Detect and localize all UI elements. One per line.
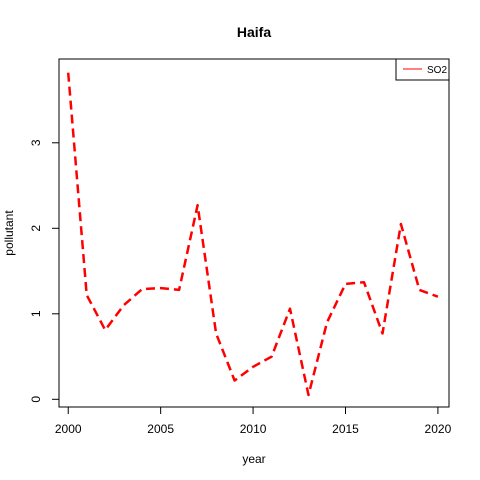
x-tick-label: 2015 (332, 422, 359, 436)
x-tick-label: 2005 (147, 422, 174, 436)
plot-area (58, 58, 450, 408)
y-tick-label: 3 (29, 139, 43, 146)
series-line-so2 (66, 72, 439, 397)
legend-label: SO2 (427, 65, 447, 76)
series-layer (66, 72, 439, 397)
y-tick-label: 1 (29, 310, 43, 317)
y-tick-label: 2 (29, 225, 43, 232)
legend: SO2 (395, 58, 450, 81)
x-axis: 2000 2005 2010 2015 2020 (55, 406, 452, 436)
x-axis-label: year (242, 452, 265, 466)
y-tick-label: 0 (29, 396, 43, 403)
x-tick-label: 2010 (240, 422, 267, 436)
y-axis-label: pollutant (2, 210, 16, 256)
chart-title: Haifa (237, 24, 271, 40)
x-tick-label: 2020 (425, 422, 452, 436)
legend-box (395, 58, 450, 81)
x-tick-label: 2000 (55, 422, 82, 436)
y-axis: 0 1 2 3 (29, 139, 60, 403)
